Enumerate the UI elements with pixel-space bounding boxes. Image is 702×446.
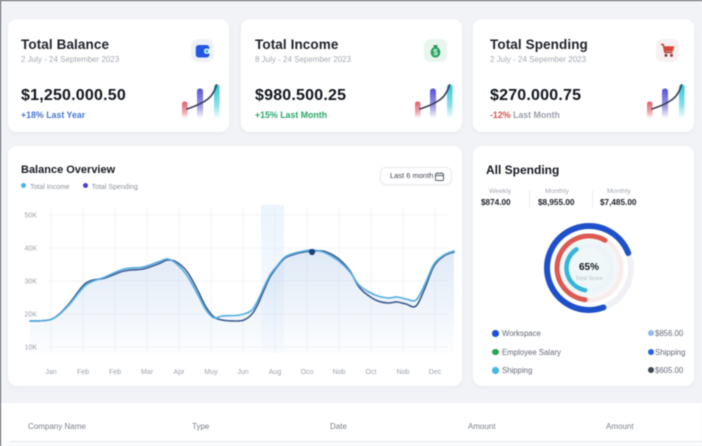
svg-text:Feb: Feb: [77, 369, 89, 376]
svg-text:Dec: Dec: [429, 369, 442, 376]
svg-text:Jun: Jun: [237, 369, 248, 376]
svg-text:Oco: Oco: [301, 369, 314, 376]
svg-text:50K: 50K: [25, 213, 38, 220]
svg-text:Muy: Muy: [204, 369, 218, 376]
svg-text:Apr: Apr: [174, 369, 186, 376]
svg-text:Total Score: Total Score: [575, 276, 603, 282]
svg-text:Mar: Mar: [141, 369, 154, 376]
svg-text:Nob: Nob: [397, 369, 410, 376]
svg-text:65%: 65%: [579, 262, 599, 273]
svg-text:10K: 10K: [25, 345, 38, 352]
svg-text:Aug: Aug: [269, 369, 282, 376]
svg-text:40K: 40K: [25, 246, 38, 253]
svg-text:Oct: Oct: [366, 369, 377, 376]
svg-text:Jan: Jan: [45, 369, 56, 376]
svg-text:Nob: Nob: [333, 369, 346, 376]
svg-text:Feb: Feb: [109, 369, 121, 376]
svg-text:$: $: [433, 48, 438, 57]
svg-text:20K: 20K: [25, 312, 38, 319]
svg-text:30K: 30K: [25, 279, 38, 286]
